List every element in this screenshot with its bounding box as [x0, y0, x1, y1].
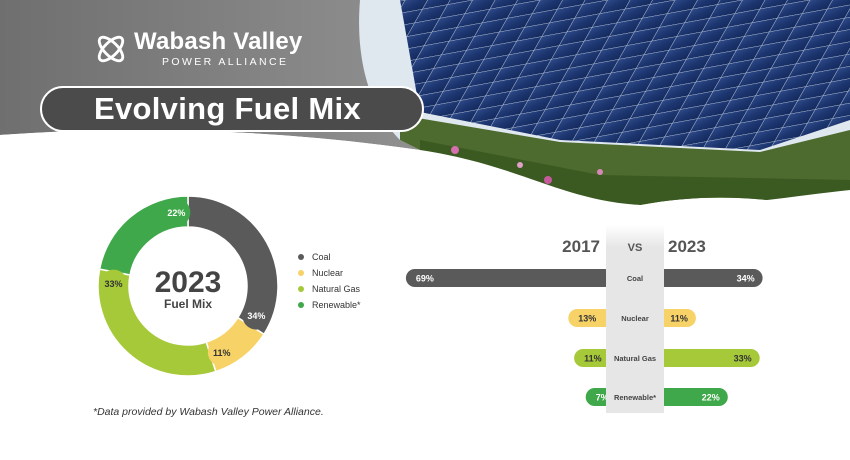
left-year-label: 2017: [562, 237, 600, 256]
donut-value-label: 34%: [247, 311, 265, 321]
category-label-background: [606, 308, 664, 328]
bar-2023-nuclear: [656, 309, 696, 327]
brand-subtitle: POWER ALLIANCE: [162, 56, 289, 69]
category-label-background: [606, 268, 664, 288]
bar-2023-value-label: 11%: [670, 314, 688, 324]
bar-2023-renewable: [656, 388, 728, 406]
donut-value-label: 22%: [167, 208, 185, 218]
legend-item-nuclear: Nuclear: [298, 265, 361, 281]
category-label-renewable: Renewable*: [614, 393, 656, 402]
donut-label-bubble: [99, 269, 128, 298]
legend-label: Nuclear: [312, 268, 344, 278]
bar-2017-value-label: 7%: [596, 393, 609, 403]
legend-label: Natural Gas: [312, 284, 361, 294]
bar-2017-nuclear: [568, 309, 614, 327]
logo-icon: [97, 35, 125, 63]
category-label-background: [606, 348, 664, 368]
legend-label: Renewable*: [312, 300, 361, 310]
category-label-natural-gas: Natural Gas: [614, 354, 656, 363]
category-label-nuclear: Nuclear: [621, 314, 649, 323]
donut-label-bubble: [242, 301, 271, 330]
category-label-background: [606, 387, 664, 407]
bar-2017-natural-gas: [574, 349, 614, 367]
brand-name: Wabash Valley: [134, 28, 303, 56]
right-year-label: 2023: [668, 237, 706, 256]
footnote: *Data provided by Wabash Valley Power Al…: [93, 406, 324, 418]
legend-swatch-renewable: [298, 302, 304, 308]
legend-swatch-nuclear: [298, 270, 304, 276]
donut-label-bubble: [162, 198, 191, 227]
legend-swatch-coal: [298, 254, 304, 260]
donut-slice-coal: [187, 195, 279, 336]
page-title: Evolving Fuel Mix: [40, 86, 424, 132]
legend-swatch-natural-gas: [298, 286, 304, 292]
bar-2023-coal: [656, 269, 763, 287]
header-wave: [0, 130, 850, 227]
bar-2023-natural-gas: [656, 349, 760, 367]
bar-2023-value-label: 33%: [734, 354, 752, 364]
legend-item-natural-gas: Natural Gas: [298, 281, 361, 297]
donut-value-label: 11%: [213, 348, 231, 358]
legend-label: Coal: [312, 252, 331, 262]
bar-2023-value-label: 34%: [737, 274, 755, 284]
donut-value-label: 33%: [105, 279, 123, 289]
donut-legend: Coal Nuclear Natural Gas Renewable*: [298, 249, 361, 313]
bar-2023-value-label: 22%: [702, 393, 720, 403]
bar-2017-value-label: 11%: [584, 354, 602, 364]
legend-item-coal: Coal: [298, 249, 361, 265]
legend-item-renewable: Renewable*: [298, 297, 361, 313]
donut-center-label: Fuel Mix: [164, 297, 212, 311]
category-label-coal: Coal: [627, 274, 643, 283]
bar-2017-value-label: 69%: [416, 274, 434, 284]
donut-center-year: 2023: [155, 266, 222, 299]
donut-label-bubble: [207, 338, 236, 367]
brand-logo: Wabash Valley POWER ALLIANCE: [92, 30, 302, 68]
bar-2017-coal: [405, 269, 614, 287]
bar-2017-value-label: 13%: [578, 314, 596, 324]
vs-label: VS: [628, 242, 643, 254]
